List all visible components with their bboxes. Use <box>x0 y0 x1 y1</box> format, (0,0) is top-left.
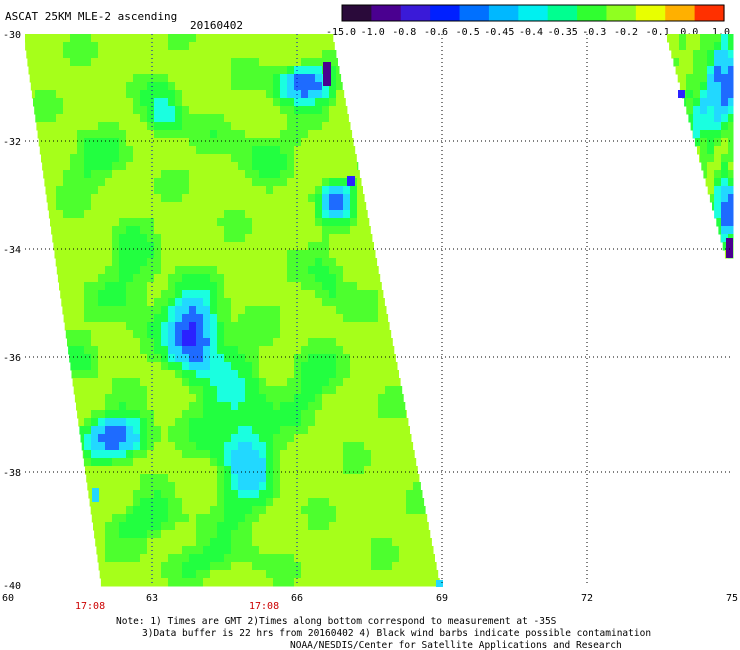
latitude-label: -34 <box>3 245 21 256</box>
colorbar-swatch <box>430 5 461 21</box>
colorbar-swatch <box>459 5 490 21</box>
colorbar-swatch <box>577 5 608 21</box>
longitude-label: 75 <box>726 593 738 604</box>
note-line-1: Note: 1) Times are GMT 2)Times along bot… <box>116 616 557 627</box>
time-label-west: 17:08 <box>75 601 105 612</box>
colorbar-swatch <box>400 5 431 21</box>
colorbar-tick-label: -0.8 <box>392 27 416 38</box>
latitude-label: -32 <box>3 137 21 148</box>
note-line-3: NOAA/NESDIS/Center for Satellite Applica… <box>290 640 622 650</box>
graticule <box>25 34 733 586</box>
longitude-label: 60 <box>2 593 14 604</box>
swath-west <box>25 34 443 587</box>
colorbar-swatch <box>488 5 519 21</box>
latitude-labels: -30 -32 -34 -36 -38 -40 <box>3 30 21 592</box>
longitude-labels: 60 63 66 69 72 75 <box>2 593 738 604</box>
latitude-label: -36 <box>3 353 21 364</box>
time-label-east: 17:08 <box>249 601 279 612</box>
longitude-label: 69 <box>436 593 448 604</box>
colorbar-swatch <box>606 5 637 21</box>
colorbar-swatch <box>518 5 549 21</box>
longitude-label: 66 <box>291 593 303 604</box>
colorbar-tick-label: -0.6 <box>424 27 448 38</box>
colorbar-tick-label: -0.2 <box>614 27 638 38</box>
note-line-2: 3)Data buffer is 22 hrs from 20160402 4)… <box>142 628 651 639</box>
colorbar-tick-label: -0.35 <box>548 27 578 38</box>
colorbar-tick-label: -0.4 <box>519 27 543 38</box>
colorbar-tick-label: -0.1 <box>646 27 670 38</box>
colorbar-swatch <box>635 5 666 21</box>
colorbar-swatch <box>665 5 696 21</box>
longitude-label: 63 <box>146 593 158 604</box>
colorbar-tick-label: -0.45 <box>484 27 514 38</box>
colorbar-tick-label: 0.0 <box>680 27 698 38</box>
colorbar-tick-label: 1.0 <box>712 27 730 38</box>
colorbar-tick-label: -0.3 <box>582 27 606 38</box>
latitude-label: -40 <box>3 581 21 592</box>
colorbar-swatch <box>371 5 402 21</box>
colorbar-tick-label: -0.5 <box>456 27 480 38</box>
colorbar-swatch <box>547 5 578 21</box>
product-title: ASCAT 25KM MLE-2 ascending <box>5 10 177 23</box>
colorbar-tick-label: -1.0 <box>361 27 385 38</box>
colorbar-tick-label: -15.0 <box>326 27 356 38</box>
colorbar-swatch <box>342 5 372 21</box>
longitude-label: 72 <box>581 593 593 604</box>
latitude-label: -38 <box>3 468 21 479</box>
colorbar-swatch <box>694 5 725 21</box>
map-plot: -30 -32 -34 -36 -38 -40 60 63 66 69 72 75 <box>2 30 738 604</box>
product-date: 20160402 <box>190 19 243 32</box>
latitude-label: -30 <box>3 30 21 41</box>
colorbar: -15.0 -1.0 -0.8 -0.6 -0.5 -0.45 -0.4 -0.35 -0.3-… <box>326 4 730 38</box>
swath-east <box>667 34 734 259</box>
